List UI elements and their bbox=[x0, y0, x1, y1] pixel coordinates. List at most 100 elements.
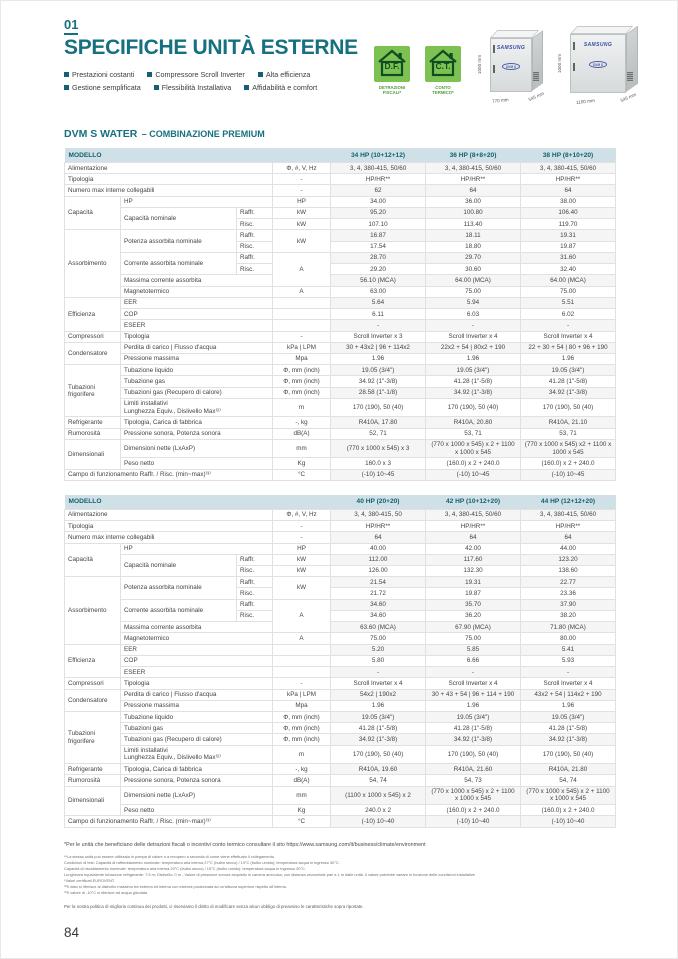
spec-value-cell: 75.00 bbox=[520, 285, 616, 298]
spec-value-cell: R410A, 20.80 bbox=[425, 416, 521, 429]
spec-value-cell: 21.72 bbox=[330, 587, 427, 600]
spec-value-cell: 19.31 bbox=[520, 229, 616, 242]
spec-value-cell: 22 + 30 + 54 | 80 + 96 + 190 bbox=[520, 341, 616, 354]
bullet-square-icon bbox=[147, 72, 153, 77]
width-dimension-label: 770 mm bbox=[491, 97, 509, 104]
spec-label-cell: m bbox=[271, 397, 332, 418]
spec-value-cell: 19.05 (3/4") bbox=[330, 364, 427, 377]
model-column-header: 40 HP (20+20) bbox=[330, 494, 426, 510]
spec-label-cell: - bbox=[271, 330, 332, 343]
spec-value-cell: 22.77 bbox=[520, 576, 616, 589]
spec-value-cell: (160.0) x 2 + 240.0 bbox=[520, 457, 616, 470]
spec-label-cell: Tubazioni gas (Recupero di calore) bbox=[120, 733, 273, 746]
spec-value-cell: 240.0 x 2 bbox=[330, 804, 427, 817]
spec-label-cell: Pressione sonora, Potenza sonora bbox=[120, 427, 273, 440]
table-row: Tubazioni frigorifere Tubazione liquido Φ,… bbox=[64, 711, 616, 765]
table-row: Risc. 34.60 36.20 38.20 bbox=[65, 609, 616, 623]
spec-label-cell: Tipologia bbox=[64, 173, 273, 186]
feature-label: Prestazioni costanti bbox=[72, 70, 135, 79]
spec-value-cell: 19.87 bbox=[520, 240, 616, 253]
spec-label-cell: kW bbox=[271, 206, 332, 220]
feature-item: Affidabilità e comfort bbox=[244, 83, 317, 92]
spec-label-cell: Capacità nominale bbox=[120, 553, 237, 578]
table-row: Corrente assorbita nominale Raffr. A 28.70 2… bbox=[65, 251, 616, 287]
spec-label-cell: Corrente assorbita nominale bbox=[120, 251, 237, 276]
spec-label-cell: Tubazioni frigorifere bbox=[64, 711, 121, 765]
spec-label-cell: Limiti installativi Lunghezza Equiv., Di… bbox=[120, 744, 273, 765]
spec-value-cell: 1.96 bbox=[330, 352, 427, 366]
spec-label-cell: Magnetotermico bbox=[120, 632, 273, 645]
depth-dimension-label: 545 mm bbox=[619, 91, 637, 104]
spec-value-cell: 170 (190), 50 (40) bbox=[330, 744, 427, 765]
spec-label-cell: Kg bbox=[271, 804, 332, 817]
spec-label-cell: Assorbimento bbox=[64, 229, 121, 298]
spec-label-cell: Φ, mm (inch) bbox=[271, 386, 332, 399]
table-row: Tipologia - HP/HR** HP/HR** HP/HR** bbox=[64, 173, 616, 186]
spec-label-cell: Campo di funzionamento Raffr. / Risc. (m… bbox=[64, 468, 273, 481]
spec-value-cell: (770 x 1000 x 545) x 2 + 1100 x 1000 x 5… bbox=[425, 438, 521, 459]
spec-label-cell: Numero max interne collegabili bbox=[64, 531, 273, 544]
table-row: Efficienza EER 5.20 5.85 5.41 bbox=[64, 643, 616, 679]
spec-label-cell: - bbox=[271, 173, 332, 186]
spec-value-cell: 5.41 bbox=[520, 643, 616, 656]
spec-label-cell bbox=[271, 296, 332, 310]
spec-value-cell: R410A, 17.80 bbox=[330, 416, 427, 429]
panel-slot bbox=[573, 42, 575, 50]
spec-label-cell: ESEER bbox=[120, 666, 273, 679]
spec-value-cell: (-10) 10~45 bbox=[425, 468, 521, 481]
vent-grille bbox=[533, 72, 539, 81]
spec-label-cell: Dimensionali bbox=[64, 785, 121, 817]
spec-label-cell: Alimentazione bbox=[64, 161, 273, 175]
feature-label: Flessibilità Installativa bbox=[161, 83, 232, 92]
footnote-list: **La stessa unità può essere utilizzata … bbox=[64, 854, 616, 896]
spec-value-cell: 19.31 bbox=[425, 576, 521, 589]
spec-value-cell: 19.05 (3/4") bbox=[425, 711, 521, 724]
feature-list: Prestazioni costanti Compressore Scroll I… bbox=[64, 70, 382, 92]
spec-label-cell: A bbox=[271, 285, 332, 298]
spec-label-cell: Tubazione gas bbox=[120, 375, 273, 388]
spec-label-cell: Assorbimento bbox=[64, 576, 121, 645]
table-row: Capacità HP HP 40.00 42.00 44.00 bbox=[64, 542, 616, 578]
spec-label-cell: Massima corrente assorbita bbox=[120, 621, 273, 634]
table-row: Compressori Tipologia - Scroll Inverter x 4… bbox=[64, 677, 616, 690]
spec-value-cell: Scroll Inverter x 4 bbox=[425, 330, 521, 343]
spec-value-cell: 19.05 (3/4") bbox=[425, 364, 521, 377]
outdoor-unit-image-small: 1000 mm SAMSUNG DVM S 770 mm 545 mm bbox=[476, 24, 554, 120]
spec-label-cell: Peso netto bbox=[120, 457, 273, 470]
spec-label-cell: Rumorosità bbox=[64, 427, 121, 440]
model-column-header: 44 HP (12+12+20) bbox=[520, 494, 616, 510]
spec-label-cell: HP bbox=[120, 542, 273, 555]
spec-value-cell: HP/HR** bbox=[330, 173, 427, 186]
spec-label-cell: - bbox=[271, 520, 332, 533]
spec-value-cell: HP/HR** bbox=[425, 173, 521, 186]
table-row: Campo di funzionamento Raffr. / Risc. (m… bbox=[64, 815, 616, 828]
spec-label-cell bbox=[271, 319, 332, 332]
spec-value-cell: 36.00 bbox=[425, 195, 521, 208]
spec-value-cell: 64.00 (MCA) bbox=[520, 274, 616, 287]
spec-value-cell: - bbox=[330, 319, 427, 332]
spec-value-cell: - bbox=[520, 319, 616, 332]
spec-value-cell: 41.28 (1"-5/8) bbox=[425, 722, 521, 735]
spec-value-cell: - bbox=[520, 666, 616, 679]
table-row: Pressione massima Mpa 1.96 1.96 1.96 bbox=[65, 699, 616, 713]
spec-value-cell: (160.0) x 2 + 240.0 bbox=[520, 804, 616, 817]
spec-table-premium-2: MODELLO 40 HP (20+20) 42 HP (10+12+20) 44 H… bbox=[64, 494, 616, 828]
spec-label-cell: Risc. bbox=[236, 263, 273, 276]
spec-value-cell: R410A, 21.80 bbox=[520, 763, 616, 776]
spec-value-cell: 64 bbox=[425, 184, 521, 197]
spec-value-cell: (160.0) x 2 + 240.0 bbox=[425, 804, 521, 817]
spec-label-cell: Tubazioni gas (Recupero di calore) bbox=[120, 386, 273, 399]
table-row: Peso netto Kg 160.0 x 3 (160.0) x 2 + 240.0… bbox=[65, 457, 616, 470]
spec-label-cell: Efficienza bbox=[64, 296, 121, 332]
spec-value-cell: 41.28 (1"-5/8) bbox=[425, 375, 521, 388]
spec-value-cell: (1100 x 1000 x 545) x 2 bbox=[330, 785, 427, 806]
spec-label-cell: Tipologia bbox=[120, 677, 273, 690]
spec-label-cell: EER bbox=[120, 296, 273, 310]
table-header-row: MODELLO 40 HP (20+20) 42 HP (10+12+20) 44 H… bbox=[64, 494, 616, 510]
table-row: Magnetotermico A 63.00 75.00 75.00 bbox=[65, 285, 616, 298]
spec-label-cell: Mpa bbox=[271, 352, 332, 366]
table-row: Tubazioni frigorifere Tubazione liquido Φ,… bbox=[64, 364, 616, 418]
spec-value-cell: 112.00 bbox=[330, 553, 427, 566]
spec-label-cell: EER bbox=[120, 643, 273, 656]
